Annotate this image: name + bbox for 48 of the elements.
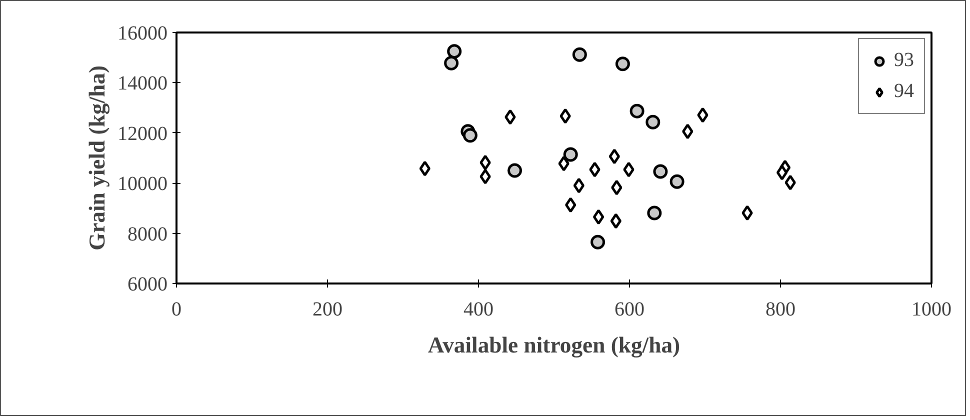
x-tick-label: 600 [614,298,644,320]
point [647,206,662,220]
x-tick-label: 1000 [912,298,952,320]
point [558,156,570,172]
y-axis-title: Grain yield (kg/ha) [84,65,110,251]
point [447,44,462,59]
point [670,174,684,189]
x-axis-title: Available nitrogen (kg/ha) [428,332,680,358]
x-tick-label: 400 [464,298,494,320]
point [444,56,459,70]
point [572,47,587,62]
point [504,109,516,125]
legend-label: 94 [894,80,914,103]
point [462,128,478,143]
point [480,168,491,184]
x-tick-label: 200 [312,298,342,320]
point [560,108,571,124]
x-tick-label: 0 [172,298,182,320]
point [653,164,668,179]
point [610,213,622,229]
point [573,178,584,194]
x-tick-label: 800 [766,298,796,320]
point [646,114,660,130]
point [630,104,644,118]
point [589,162,600,178]
y-tick-label: 14000 [118,72,168,95]
y-tick-label: 8000 [128,223,168,246]
legend-label: 93 [894,49,914,72]
point [611,180,622,196]
point [419,160,430,176]
y-tick-label: 16000 [118,22,168,44]
point [590,234,606,250]
point [592,209,604,225]
point [480,154,491,170]
point [507,163,522,178]
point [565,197,576,213]
point [563,147,578,162]
point [608,148,620,164]
y-tick-label: 6000 [128,274,168,296]
point [615,56,630,72]
point [784,174,796,190]
point [776,164,788,180]
point [697,107,708,123]
point [682,124,694,140]
point [623,162,634,178]
y-tick-label: 12000 [118,122,168,145]
point [742,205,753,221]
y-tick-label: 10000 [118,173,168,196]
